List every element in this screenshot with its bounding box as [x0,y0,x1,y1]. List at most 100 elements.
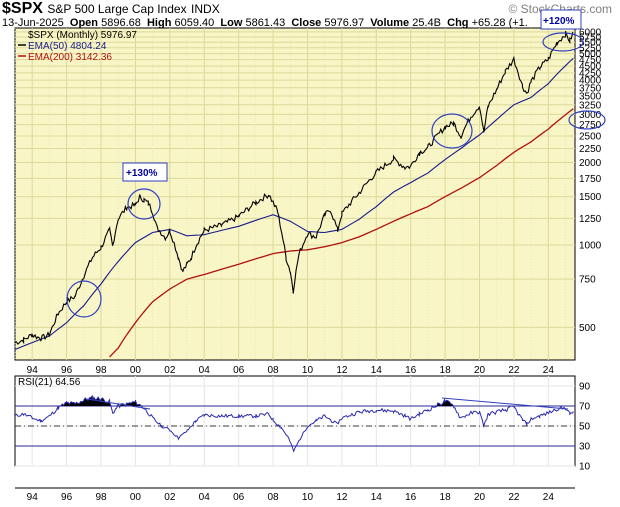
y-tick-label: 4000 [579,76,602,87]
high-label: High [146,17,172,29]
y-tick-label: 1000 [579,240,602,251]
close-label: Close [291,17,322,29]
chg-label: Chg [447,17,469,29]
x-tick-label-top: 06 [233,365,245,376]
x-tick-label-bottom: 10 [302,492,314,503]
close-value: 5976.97 [324,17,365,29]
y-tick-label: 3750 [579,83,602,94]
exchange-label: INDX [191,2,220,16]
annotation-130-box [122,162,168,182]
ticker-symbol: $SPX [2,0,43,17]
rsi-panel-bg [14,375,576,467]
volume-label: Volume [370,17,410,29]
volume-value: 25.4B [412,17,441,29]
x-tick-label-top: 98 [95,365,107,376]
legend-ema200: EMA(200) 3142.36 [28,52,112,63]
rsi-panel: 90 70 50 30 10 [14,375,591,473]
x-tick-label-bottom: 14 [371,492,383,503]
x-tick-label-bottom: 18 [440,492,452,503]
y-tick-label: 2250 [579,144,602,155]
low-label: Low [220,17,243,29]
chart-header: $SPX S&P 500 Large Cap Index INDX [2,0,220,18]
y-tick-label: 5750 [579,32,602,43]
x-tick-label-top: 18 [440,365,452,376]
open-label: Open [69,17,99,29]
x-tick-label-top: 08 [268,365,280,376]
index-name: S&P 500 Large Cap Index [47,2,187,16]
x-tick-label-top: 10 [302,365,314,376]
annotation-130-text: +130% [126,168,158,179]
x-tick-label-bottom: 20 [474,492,486,503]
y-tick-label: 1750 [579,174,602,185]
rsi-tick-label: 30 [579,442,591,453]
open-value: 5896.68 [101,17,141,29]
x-tick-label-top: 14 [371,365,383,376]
low-value: 5861.43 [245,17,286,29]
x-tick-label-top: 12 [336,365,348,376]
highlight-circle-2000 [127,188,161,220]
x-axis: 94 94 96 96 98 98 00 00 02 02 04 04 06 06 08 08 10 10 12 12… [15,365,575,503]
legend-rsi: RSI(21) 64.56 [18,377,81,388]
price-line [14,30,574,345]
rsi-tick-label: 10 [579,462,591,473]
x-tick-label-bottom: 96 [61,492,73,503]
y-tick-label: 5500 [579,38,602,49]
x-tick-label-top: 04 [199,365,211,376]
quote-stats: 13-Jun-2025 Open 5896.68 High 6059.40 Lo… [2,17,528,29]
y-tick-label: 3500 [579,91,602,102]
annotation-130: +130% [122,162,168,182]
x-tick-label-top: 20 [474,365,486,376]
x-tick-label-bottom: 04 [199,492,211,503]
y-tick-label: 1250 [579,214,602,225]
y-tick-label: 1500 [579,192,602,203]
y-tick-label: 3250 [579,100,602,111]
price-panel-bg [14,27,576,361]
highlight-circle-1996 [66,280,102,318]
highlight-circle-3000 [568,110,606,130]
x-tick-label-bottom: 08 [268,492,280,503]
x-tick-label-bottom: 94 [27,492,39,503]
chg-value: +65.28 (+1. [471,17,528,29]
y-tick-label: 2750 [579,120,602,131]
x-tick-label-bottom: 98 [95,492,107,503]
legend-ema50: EMA(50) 4804.24 [28,41,107,52]
quote-date: 13-Jun-2025 [2,17,64,29]
x-tick-label-top: 96 [61,365,73,376]
annotation-120-text: +120% [543,16,575,27]
rsi-tick-label: 70 [579,402,591,413]
x-tick-label-bottom: 22 [508,492,520,503]
x-tick-label-bottom: 24 [543,492,555,503]
divergence-line-2018 [441,397,569,410]
price-legend: $SPX (Monthly) 5976.97 EMA(50) 4804.24 E… [18,30,137,63]
x-tick-label-bottom: 00 [130,492,142,503]
highlight-circle-2018 [431,113,473,149]
x-tick-label-top: 24 [543,365,555,376]
x-tick-label-bottom: 12 [336,492,348,503]
x-tick-label-top: 94 [27,365,39,376]
y-tick-label: 6000 [579,27,602,38]
y-tick-label: 3000 [579,110,602,121]
ema200-line [109,108,574,358]
x-tick-label-bottom: 06 [233,492,245,503]
x-tick-label-top: 02 [164,365,176,376]
x-tick-label-top: 00 [130,365,142,376]
watermark: © StockCharts.com [508,2,612,16]
price-panel: 6000575055005250500047504500425040003750… [14,27,602,361]
annotation-120: +120% [540,9,582,30]
y-tick-label: 500 [579,323,596,334]
x-tick-label-bottom: 02 [164,492,176,503]
rsi-line [14,394,574,453]
annotation-120-box [540,9,582,30]
y-tick-label: 5000 [579,49,602,60]
y-tick-label: 2500 [579,131,602,142]
x-tick-label-bottom: 16 [405,492,417,503]
y-tick-label: 4250 [579,68,602,79]
divergence-line-1997 [86,398,151,410]
y-tick-label: 750 [579,275,596,286]
x-tick-label-top: 16 [405,365,417,376]
y-tick-label: 4500 [579,62,602,73]
rsi-overbought-fill [15,396,574,406]
y-tick-label: 5250 [579,43,602,54]
ema50-line [14,57,574,351]
